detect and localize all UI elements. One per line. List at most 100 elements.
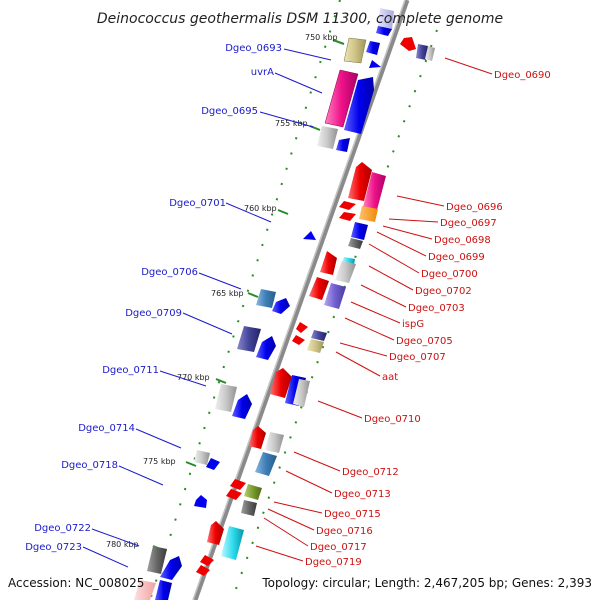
gene-dgeo-0698[interactable]	[351, 222, 368, 240]
gene-dgeo-0699[interactable]	[348, 238, 363, 249]
gene-dgeo-0706-arrow[interactable]	[272, 298, 290, 314]
gene-lavender-top[interactable]	[378, 8, 394, 30]
gene-dgeo-0705-b[interactable]	[292, 335, 305, 345]
gene-dgeo-0709[interactable]	[237, 326, 261, 352]
gene-dgeo-0693[interactable]	[343, 37, 367, 64]
gene-uvra[interactable]	[324, 69, 359, 128]
gene-label-ispg[interactable]: ispG	[402, 319, 424, 330]
gene-label-dgeo-0707[interactable]: Dgeo_0707	[389, 352, 446, 363]
gene-dgeo-0719[interactable]	[221, 526, 244, 560]
leader-dgeo-0719	[255, 545, 304, 562]
gene-label-dgeo-0722[interactable]: Dgeo_0722	[34, 523, 91, 534]
map-title: Deinococcus geothermalis DSM 11300, comp…	[97, 11, 503, 27]
kbp-label-755: 755 kbp	[275, 119, 308, 128]
gene-dgeo-0703[interactable]	[309, 277, 329, 300]
gene-label-dgeo-0711[interactable]: Dgeo_0711	[102, 365, 159, 376]
gene-red-small-3[interactable]	[230, 479, 246, 490]
gene-dgeo-0714-arrow[interactable]	[206, 458, 220, 470]
gene-label-dgeo-0716[interactable]: Dgeo_0716	[316, 526, 373, 537]
gene-dgeo-0712[interactable]	[249, 426, 266, 449]
gene-label-dgeo-0723[interactable]: Dgeo_0723	[25, 542, 82, 553]
gene-label-dgeo-0705[interactable]: Dgeo_0705	[396, 336, 453, 347]
gene-label-dgeo-0699[interactable]: Dgeo_0699	[428, 252, 485, 263]
genome-backbone	[192, 0, 410, 600]
gene-dgeo-0706[interactable]	[256, 289, 276, 308]
gene-red-small-2[interactable]	[339, 212, 356, 221]
gene-label-dgeo-0695[interactable]: Dgeo_0695	[201, 106, 258, 117]
gene-label-dgeo-0696[interactable]: Dgeo_0696	[446, 202, 503, 213]
gene-dgeo-0723-arrow[interactable]	[160, 556, 182, 580]
gene-label-dgeo-0714[interactable]: Dgeo_0714	[78, 423, 135, 434]
gene-red-bottom-a[interactable]	[200, 555, 214, 566]
gene-aat[interactable]	[307, 339, 324, 353]
gene-label-uvra[interactable]: uvrA	[251, 67, 274, 78]
gene-dgeo-0723[interactable]	[134, 580, 156, 600]
leader-dgeo-0697	[388, 218, 439, 223]
gene-red-bottom-b[interactable]	[196, 565, 210, 576]
gene-label-dgeo-0706[interactable]: Dgeo_0706	[141, 267, 198, 278]
gene-dgeo-0701[interactable]	[303, 231, 316, 240]
gene-dgeo-0709-arrow[interactable]	[256, 336, 276, 360]
gene-dgeo-0695[interactable]	[344, 77, 374, 134]
gene-dgeo-0711-arrow[interactable]	[232, 394, 252, 419]
gene-dgeo-0710-c[interactable]	[293, 379, 310, 407]
gene-arrow-small[interactable]	[369, 60, 381, 68]
leader-uvra	[274, 72, 323, 94]
gene-dgeo-0714[interactable]	[194, 450, 210, 465]
leader-dgeo-0718	[118, 465, 164, 486]
leader-dgeo-0707	[339, 342, 388, 357]
gene-dgeo-0696[interactable]	[348, 162, 372, 201]
gene-dgeo-0715[interactable]	[244, 484, 262, 500]
gene-label-dgeo-0712[interactable]: Dgeo_0712	[342, 467, 399, 478]
kbp-label-760: 760 kbp	[244, 204, 277, 213]
leader-lines-left	[82, 48, 332, 568]
gene-label-dgeo-0717[interactable]: Dgeo_0717	[310, 542, 367, 553]
gene-label-dgeo-0693[interactable]: Dgeo_0693	[225, 43, 282, 54]
gene-label-dgeo-0690[interactable]: Dgeo_0690	[494, 70, 551, 81]
gene-label-dgeo-0701[interactable]: Dgeo_0701	[169, 198, 226, 209]
gene-dgeo-0690[interactable]	[400, 37, 416, 51]
gene-label-dgeo-0703[interactable]: Dgeo_0703	[408, 303, 465, 314]
gene-label-dgeo-0718[interactable]: Dgeo_0718	[61, 460, 118, 471]
gene-label-dgeo-0698[interactable]: Dgeo_0698	[434, 235, 491, 246]
gene-dgeo-0690-c[interactable]	[425, 46, 435, 61]
gene-dgeo-0717[interactable]	[207, 521, 224, 545]
gene-dgeo-0702[interactable]	[335, 261, 356, 283]
gene-label-dgeo-0719[interactable]: Dgeo_0719	[305, 557, 362, 568]
gene-dgeo-0697[interactable]	[359, 206, 378, 222]
leader-dgeo-0717	[263, 517, 309, 547]
gene-label-dgeo-0700[interactable]: Dgeo_0700	[421, 269, 478, 280]
leader-dgeo-0706	[198, 272, 242, 290]
gene-label-dgeo-0697[interactable]: Dgeo_0697	[440, 218, 497, 229]
gene-dgeo-0710-a[interactable]	[270, 368, 292, 398]
gene-gray-1[interactable]	[317, 126, 338, 149]
gene-red-mid-1[interactable]	[320, 251, 337, 275]
gene-label-dgeo-0710[interactable]: Dgeo_0710	[364, 414, 421, 425]
gene-dgeo-0711[interactable]	[215, 384, 237, 412]
gene-red-small-1[interactable]	[339, 201, 356, 210]
gene-blue-1[interactable]	[336, 138, 350, 152]
gene-label-aat[interactable]: aat	[382, 372, 398, 383]
gene-label-dgeo-0709[interactable]: Dgeo_0709	[125, 308, 182, 319]
leader-ispg	[350, 301, 401, 324]
gene-dgeo-0718[interactable]	[194, 495, 207, 508]
gene-label-dgeo-0702[interactable]: Dgeo_0702	[415, 286, 472, 297]
gene-dgeo-0707[interactable]	[311, 330, 327, 341]
kbp-label-750: 750 kbp	[305, 33, 338, 42]
leader-dgeo-0699	[376, 231, 427, 257]
gene-dgeo-0722[interactable]	[147, 546, 167, 574]
gene-dgeo-0712-b[interactable]	[265, 432, 284, 453]
gene-red-small-4[interactable]	[226, 489, 242, 500]
gene-label-dgeo-0715[interactable]: Dgeo_0715	[324, 509, 381, 520]
gene-dgeo-0690-b[interactable]	[416, 44, 428, 60]
gene-label-dgeo-0713[interactable]: Dgeo_0713	[334, 489, 391, 500]
gene-dgeo-0693-arrow[interactable]	[366, 41, 380, 55]
gene-blue-bottom[interactable]	[155, 580, 172, 600]
gene-dgeo-0696-b[interactable]	[363, 172, 386, 210]
gene-blue-top[interactable]	[376, 26, 392, 36]
leader-dgeo-0710	[317, 400, 363, 419]
gene-dgeo-0705[interactable]	[296, 322, 308, 333]
gene-dgeo-0716[interactable]	[241, 500, 257, 516]
gene-dgeo-0713[interactable]	[255, 452, 277, 476]
gene-ispg[interactable]	[324, 283, 346, 309]
